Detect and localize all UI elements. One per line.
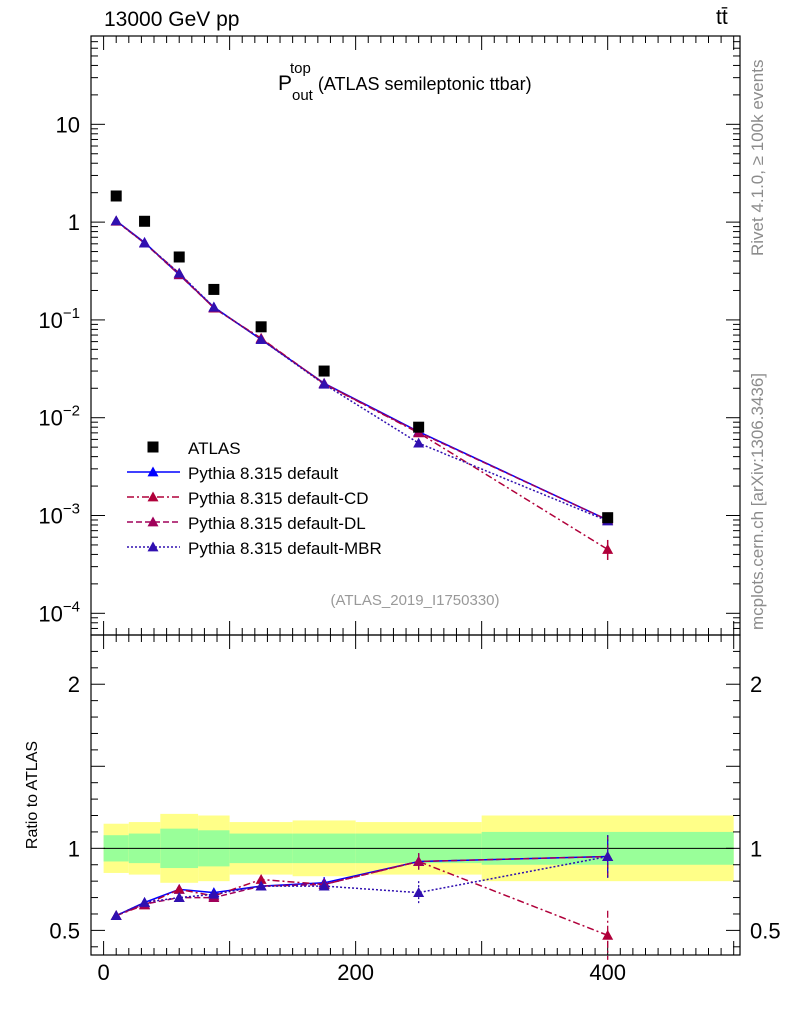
ratio-marker-3-1	[139, 896, 151, 907]
ratio-panel	[110, 835, 614, 960]
main-panel	[110, 190, 614, 560]
ratio-marker-3-7	[602, 851, 614, 861]
ratio-line-2	[115, 855, 608, 917]
ratio-marker-3-3	[208, 888, 220, 899]
main-ytick-label: 10−1	[38, 305, 80, 333]
legend-label-1: Pythia 8.315 default-CD	[188, 489, 369, 508]
legend-marker-data	[147, 441, 159, 453]
legend-label-0: Pythia 8.315 default	[188, 464, 339, 483]
ratio-ytick-label-right: 0.5	[750, 918, 781, 943]
ratio-marker-2-6	[413, 855, 425, 866]
legend-label-data: ATLAS	[188, 439, 241, 458]
main-ytick-label: 10	[56, 112, 80, 137]
ratio-marker-1-4	[255, 874, 267, 884]
ratio-frame	[90, 634, 741, 956]
main-marker-3-5	[318, 378, 330, 389]
data-point-5	[318, 365, 330, 377]
tick-exponent: −3	[63, 501, 80, 518]
data-point-2	[173, 251, 185, 263]
ratio-line-3	[115, 855, 608, 917]
tick-base: 10	[38, 406, 62, 431]
axes-frames	[90, 35, 741, 956]
mcplots-label: mcplots.cern.ch [arXiv:1306.3436]	[748, 372, 767, 630]
ratio-marker-3-4	[255, 880, 267, 891]
title-rest: (ATLAS semileptonic ttbar)	[313, 74, 532, 94]
process-label: tt̄	[716, 6, 728, 29]
energy-label: 13000 GeV pp	[104, 8, 240, 31]
ratio-ytick-label-right: 1	[750, 836, 762, 861]
ratio-ytick-label: 2	[68, 672, 80, 697]
main-line-3	[115, 220, 608, 522]
legend: ATLAS Pythia 8.315 default Pythia 8.315 de…	[127, 439, 382, 558]
main-marker-3-1	[139, 237, 151, 248]
ratio-ytick-label: 0.5	[49, 918, 80, 943]
main-ytick-label: 10−3	[38, 501, 80, 529]
main-ytick-label: 10−4	[38, 598, 80, 626]
title-sup: top	[290, 60, 311, 77]
data-point-4	[255, 321, 267, 333]
legend-marker-2	[147, 516, 159, 527]
main-ytick-label: 1	[68, 210, 80, 235]
tick-exponent: −4	[63, 598, 80, 615]
title-base: P	[278, 72, 292, 95]
legend-marker-1	[147, 491, 159, 502]
data-point-3	[208, 283, 220, 295]
tick-exponent: −1	[63, 305, 80, 322]
chart-title: Ptop out (ATLAS semileptonic ttbar)	[278, 60, 532, 104]
tick-base: 10	[38, 308, 62, 333]
title-sub: out	[292, 87, 314, 104]
main-marker-3-4	[255, 334, 267, 344]
ratio-ylabel: Ratio to ATLAS	[24, 741, 41, 849]
data-point-6	[413, 421, 425, 433]
tick-exponent: −2	[63, 403, 80, 420]
legend-label-2: Pythia 8.315 default-DL	[188, 514, 366, 533]
main-marker-3-2	[173, 267, 185, 278]
data-point-7	[602, 512, 614, 524]
ratio-marker-3-6	[413, 887, 425, 898]
main-ytick-label: 10−2	[38, 403, 80, 431]
legend-marker-0	[147, 466, 159, 477]
data-point-0	[110, 190, 122, 202]
legend-marker-3	[147, 541, 159, 552]
ratio-ytick-label-right: 2	[750, 672, 762, 697]
ratio-marker-3-0	[110, 910, 122, 921]
ratio-marker-1-2	[173, 883, 185, 894]
main-marker-3-0	[110, 215, 122, 226]
main-line-2	[115, 220, 608, 521]
tick-base: 10	[38, 504, 62, 529]
analysis-watermark: (ATLAS_2019_I1750330)	[330, 592, 499, 609]
ratio-xtick-label: 400	[589, 960, 626, 985]
ratio-marker-3-2	[173, 892, 185, 902]
ratio-xtick-label: 200	[337, 960, 374, 985]
ratio-marker-1-7	[602, 929, 614, 940]
tick-base: 10	[38, 601, 62, 626]
main-marker-3-6	[413, 437, 425, 448]
data-point-1	[139, 215, 151, 227]
legend-label-3: Pythia 8.315 default-MBR	[188, 539, 382, 558]
main-marker-3-3	[208, 301, 220, 312]
ratio-ytick-label: 1	[68, 836, 80, 861]
ratio-marker-3-5	[318, 880, 330, 891]
rivet-version-label: Rivet 4.1.0, ≥ 100k events	[748, 59, 767, 256]
ratio-xtick-label: 0	[97, 960, 109, 985]
ratio-uncertainty-bands	[103, 813, 734, 883]
